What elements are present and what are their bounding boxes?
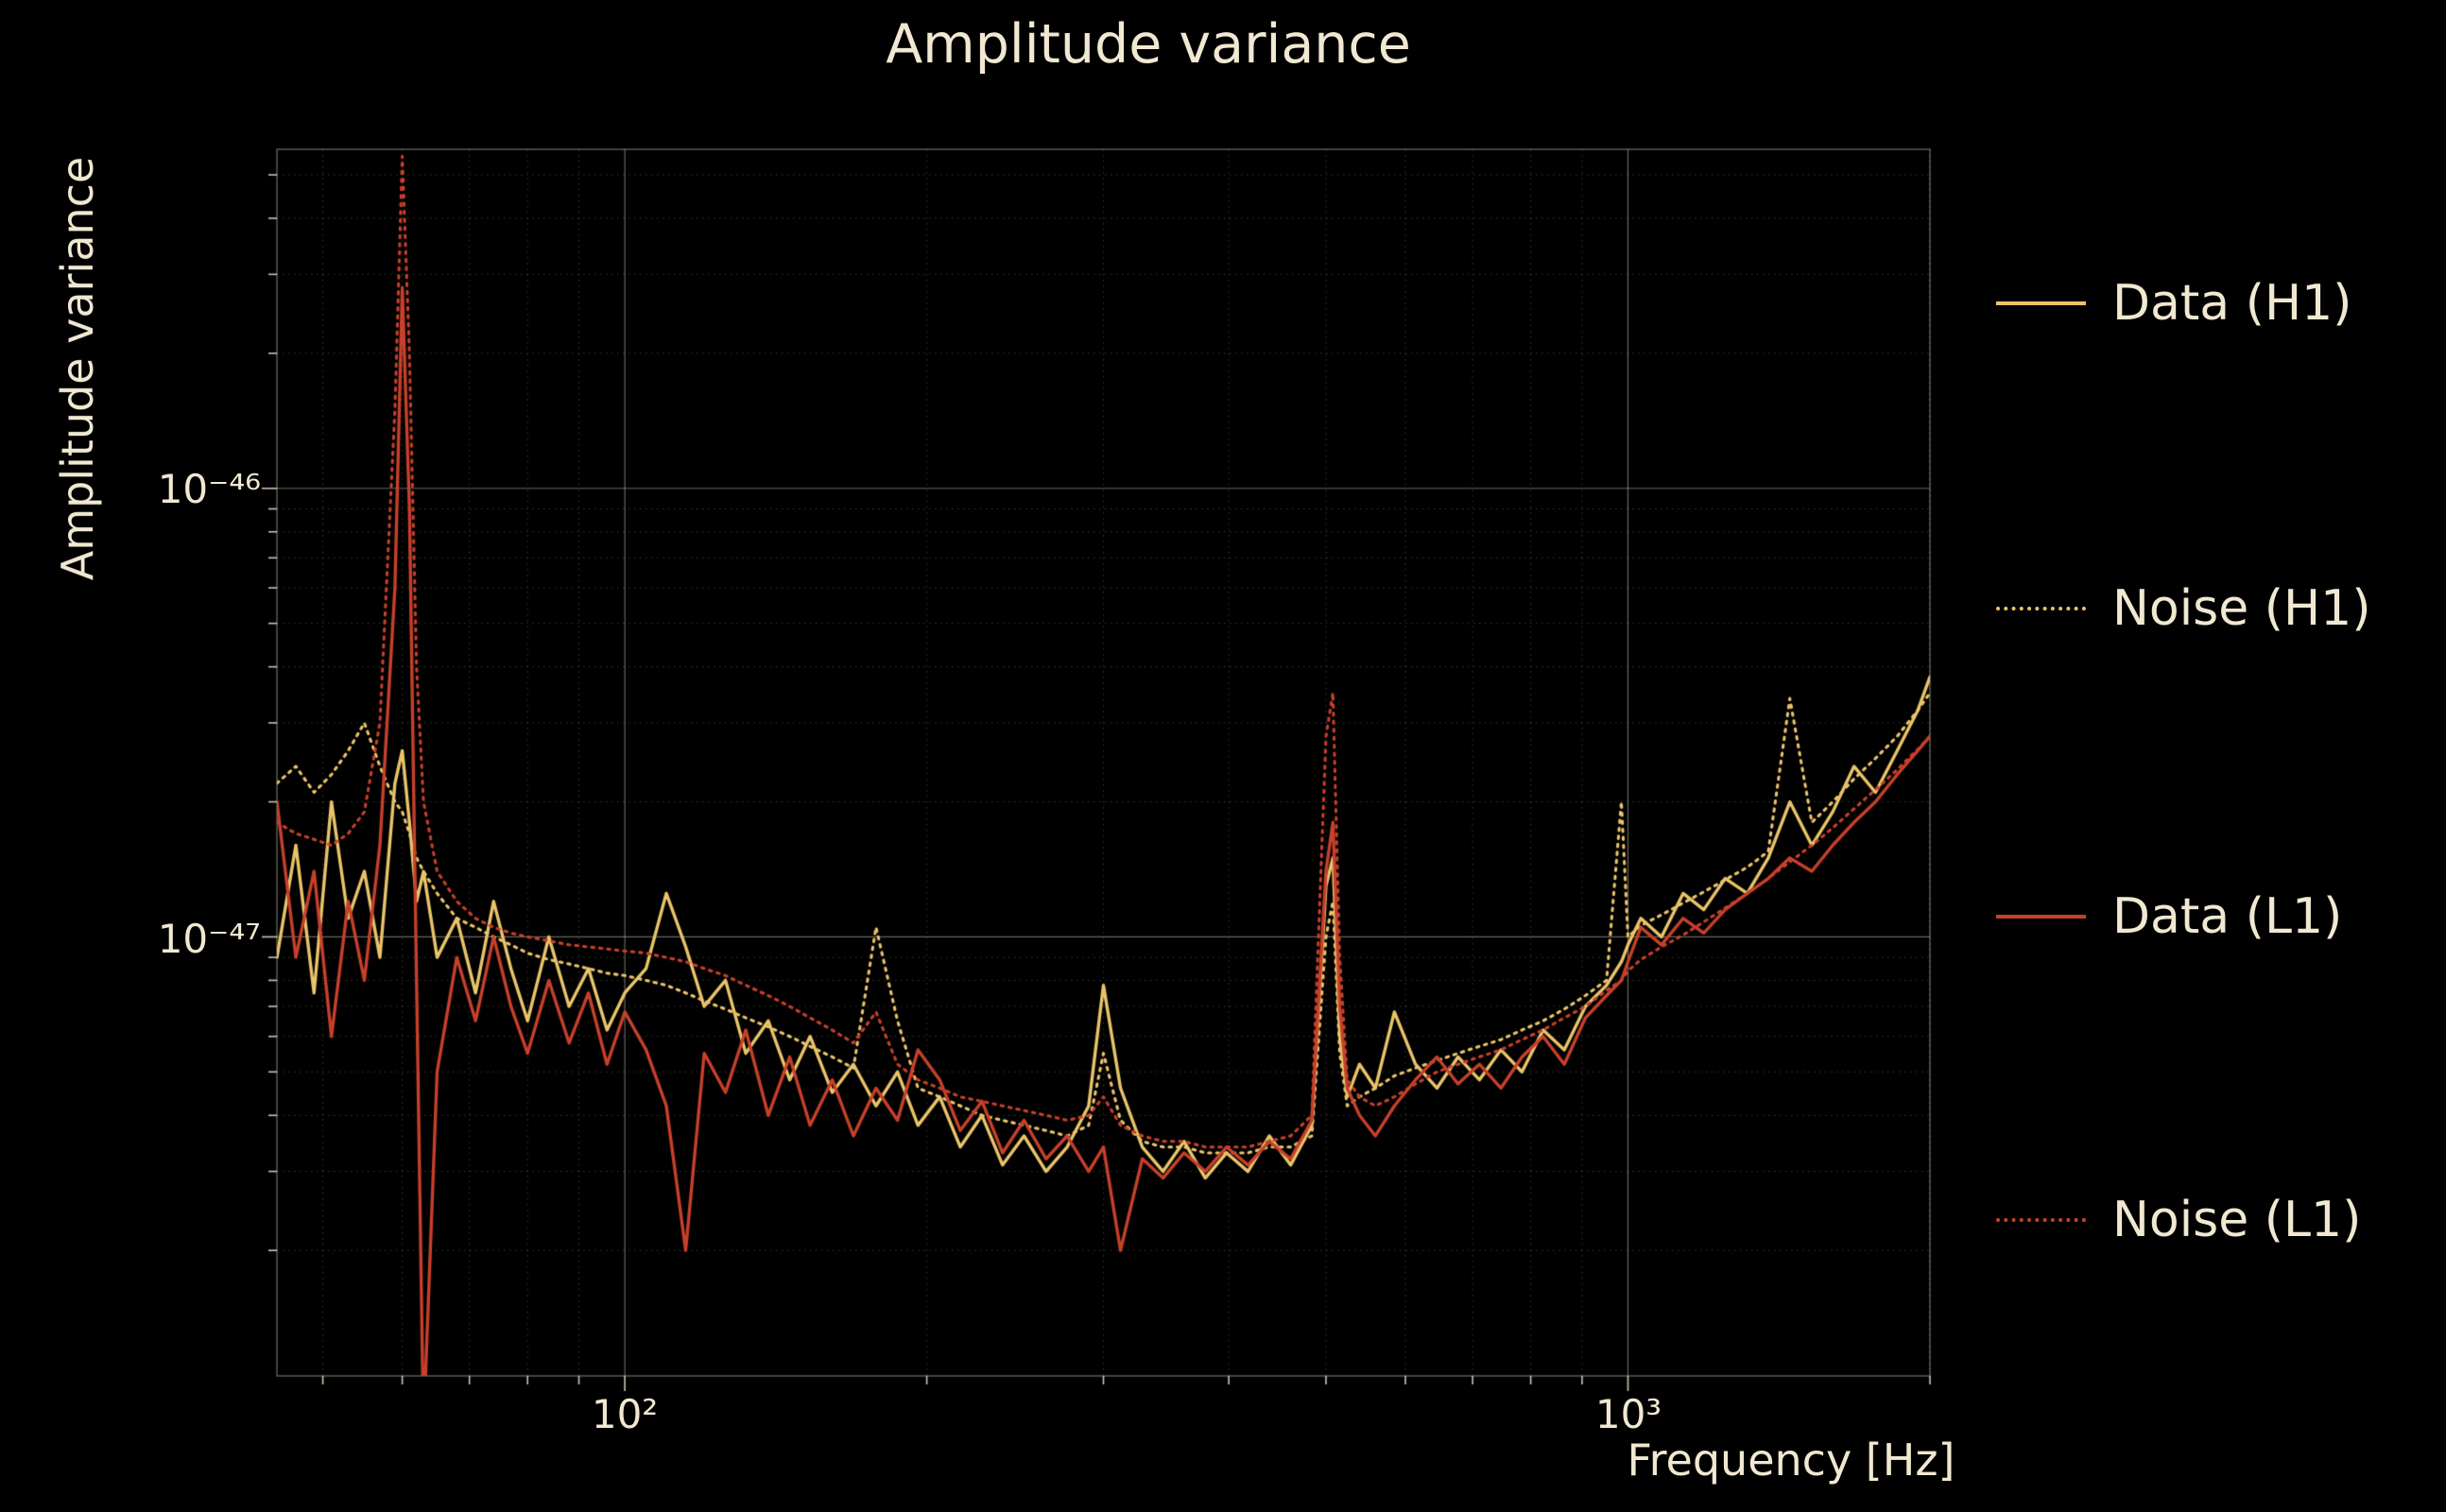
legend-entry-data-h1: Data (H1) xyxy=(1996,273,2351,334)
legend-entry-noise-h1: Noise (H1) xyxy=(1996,578,2371,639)
legend-line-noise-h1 xyxy=(1996,607,2086,610)
x-tick-label-100: 10² xyxy=(591,1391,659,1437)
legend-entry-data-l1: Data (L1) xyxy=(1996,886,2342,947)
legend-line-data-l1 xyxy=(1996,915,2086,919)
x-axis-label: Frequency [Hz] xyxy=(1627,1435,1955,1486)
legend: Data (H1) Noise (H1) Data (L1) Noise (L1… xyxy=(1996,0,2440,1512)
y-axis-label: Amplitude variance xyxy=(52,156,103,581)
legend-label-data-l1: Data (L1) xyxy=(2112,888,2343,945)
y-tick-label-1e-46: 10⁻⁴⁶ xyxy=(157,466,261,512)
legend-label-noise-l1: Noise (L1) xyxy=(2112,1192,2362,1248)
chart-title: Amplitude variance xyxy=(886,13,1411,76)
legend-entry-noise-l1: Noise (L1) xyxy=(1996,1190,2361,1250)
legend-line-data-h1 xyxy=(1996,301,2086,305)
y-tick-label-1e-47: 10⁻⁴⁷ xyxy=(157,916,261,962)
legend-line-noise-l1 xyxy=(1996,1218,2086,1222)
legend-label-data-h1: Data (H1) xyxy=(2112,275,2352,332)
x-tick-label-1000: 10³ xyxy=(1594,1391,1662,1437)
legend-label-noise-h1: Noise (H1) xyxy=(2112,580,2371,637)
